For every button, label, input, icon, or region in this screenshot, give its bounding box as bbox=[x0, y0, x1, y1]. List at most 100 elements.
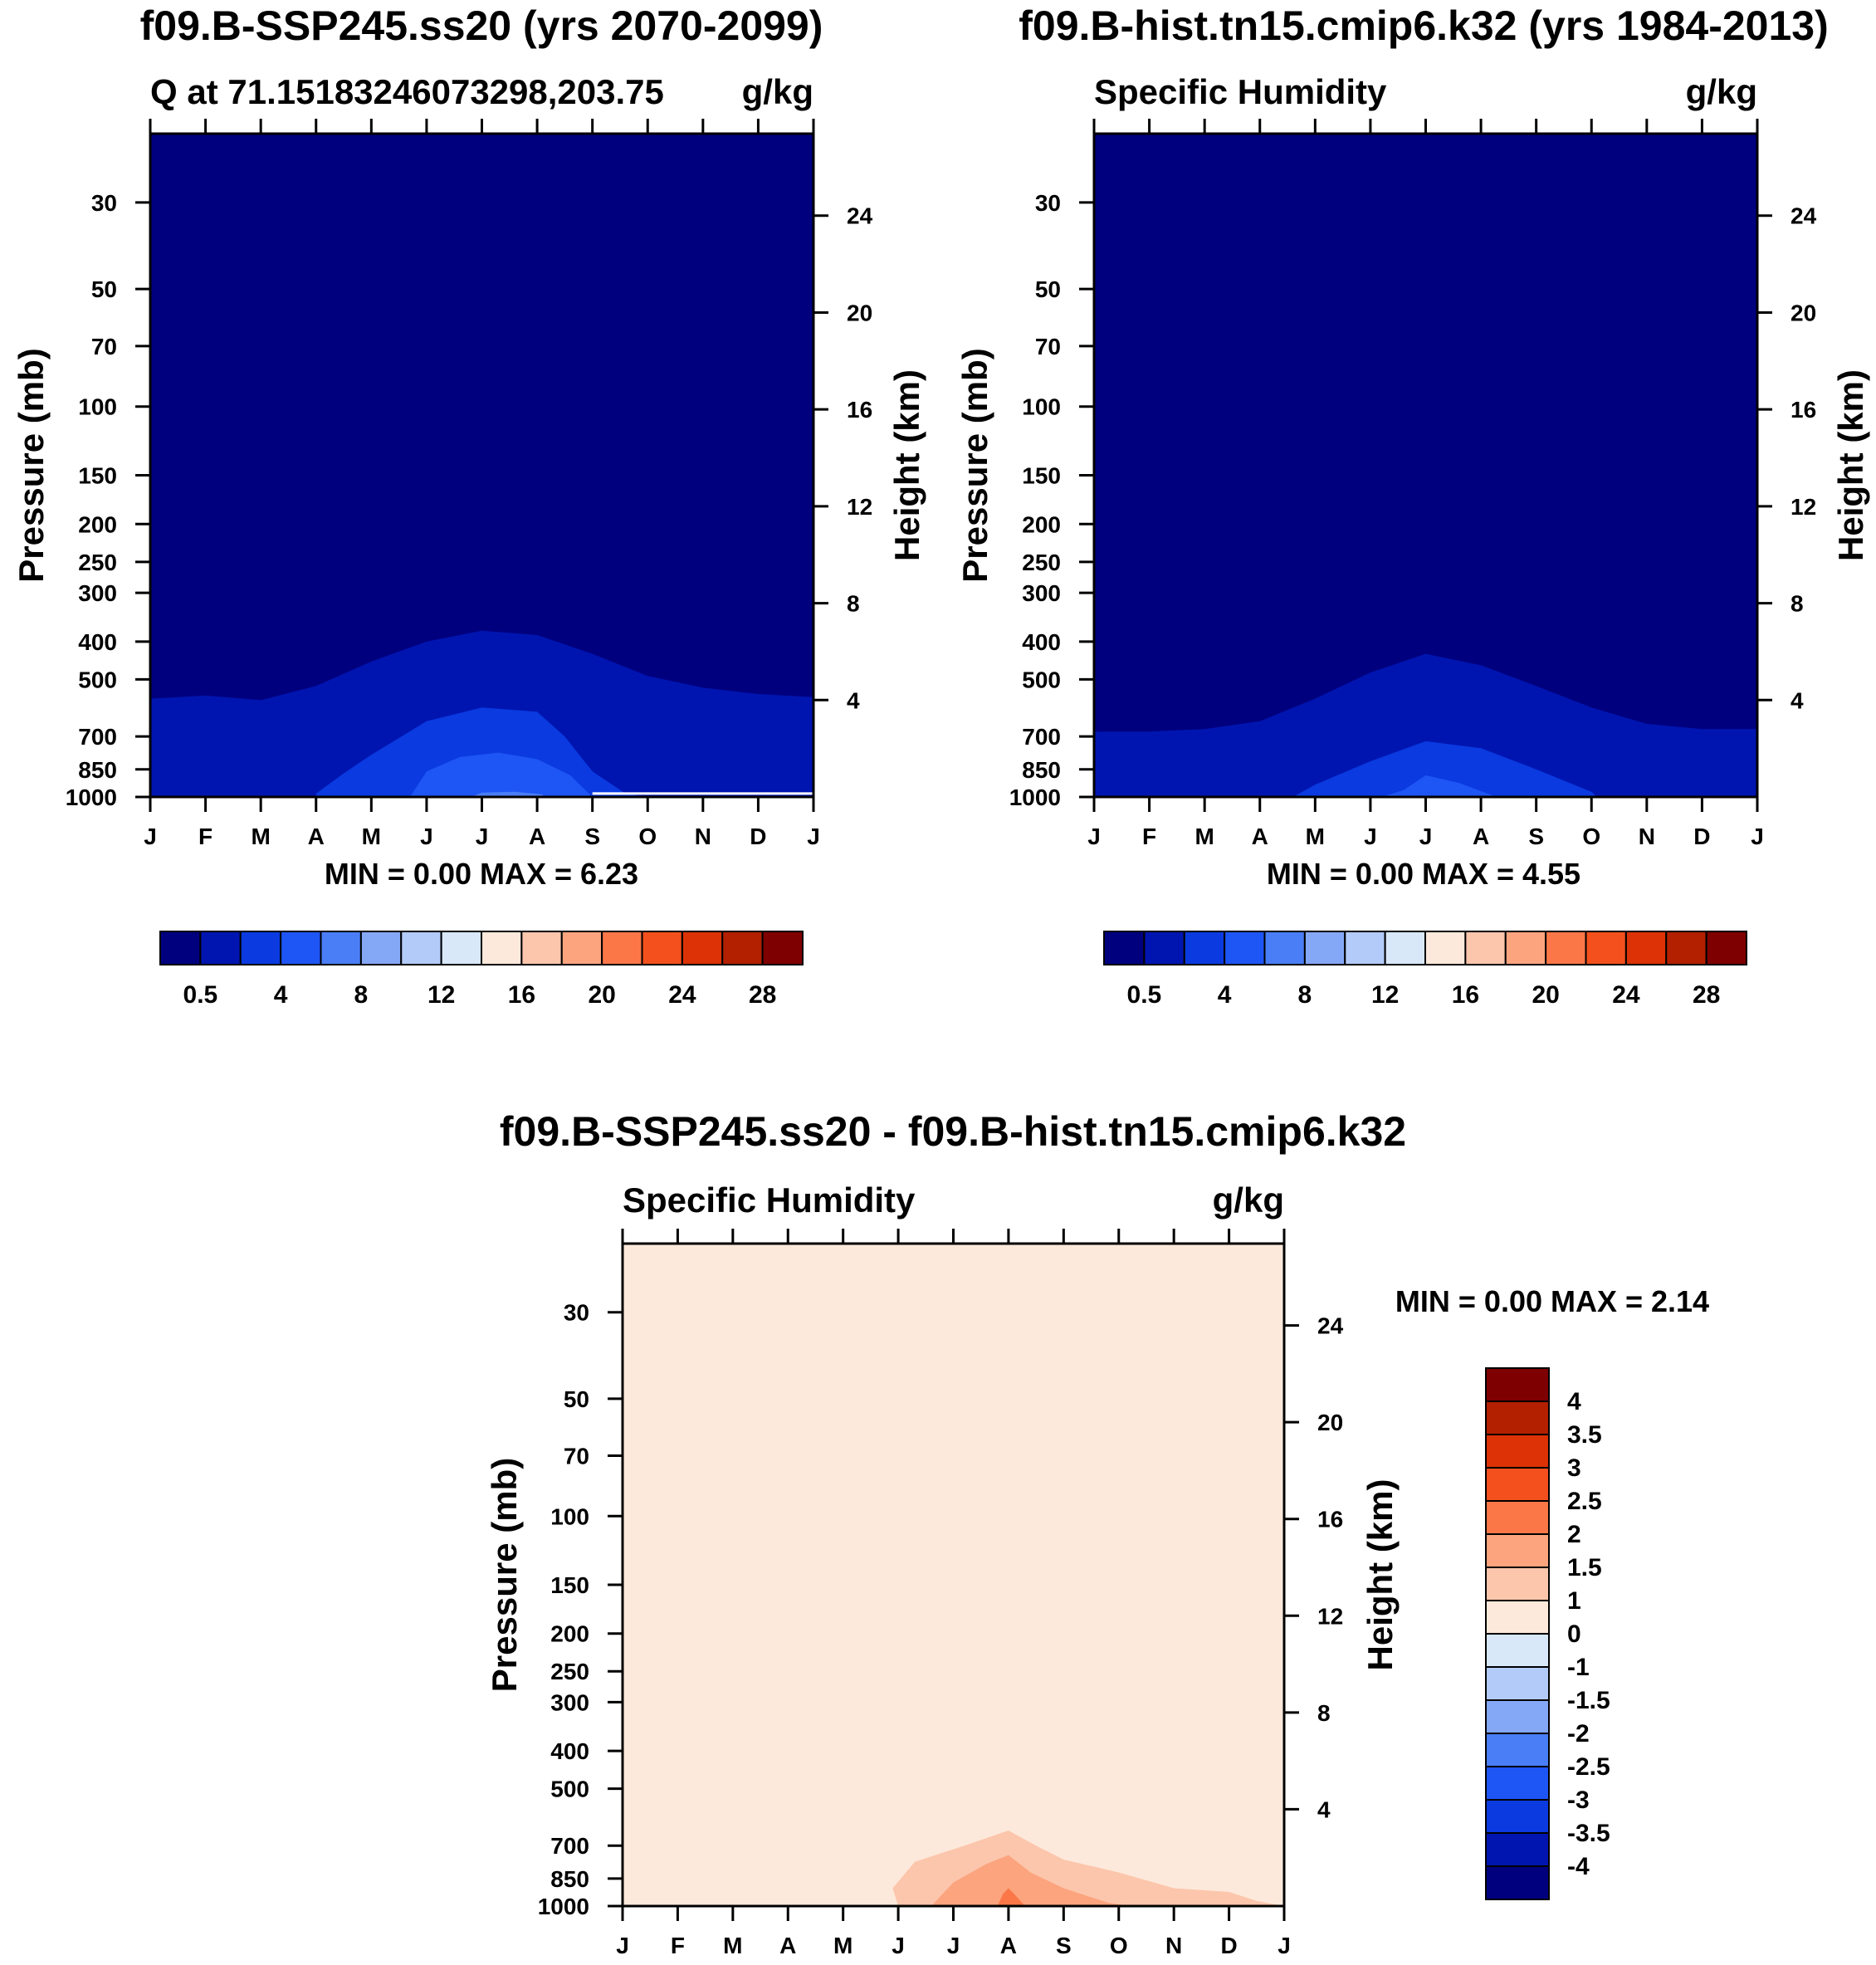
colorbar-label-0: 4 bbox=[1567, 1388, 1581, 1415]
y-tick-label-4: 150 bbox=[78, 463, 117, 489]
chart-units: g/kg bbox=[1213, 1180, 1284, 1220]
colorbar-swatch-6 bbox=[1344, 931, 1386, 965]
y-tick-label-11: 850 bbox=[550, 1866, 589, 1892]
colorbar-label-2: 8 bbox=[1298, 981, 1312, 1009]
contour-band-0 bbox=[623, 1244, 1284, 1906]
y-tick-label-5: 200 bbox=[1022, 511, 1061, 537]
colorbar-swatch-1 bbox=[1143, 931, 1185, 965]
x-tick-label-0: J bbox=[616, 1933, 629, 1958]
colorbar-swatch-10 bbox=[1504, 931, 1547, 965]
chart-panel-1: f09.B-SSP245.ss20 (yrs 2070-2099) Q at 71… bbox=[12, 2, 926, 1009]
y-tick-label-2: 70 bbox=[1035, 334, 1061, 359]
colorbar-swatch-7 bbox=[440, 931, 482, 965]
colorbar-swatch-6 bbox=[1485, 1567, 1550, 1601]
colorbar-swatch-15 bbox=[1485, 1865, 1550, 1900]
colorbar-swatch-8 bbox=[481, 931, 523, 965]
chart-panel-3: f09.B-SSP245.ss20 - f09.B-hist.tn15.cmip… bbox=[485, 1108, 1709, 1958]
y-tick-label-4: 150 bbox=[1022, 463, 1061, 489]
x-tick-label-3: A bbox=[1252, 824, 1268, 849]
y-tick-label-0: 30 bbox=[1035, 190, 1061, 216]
y2-tick-label-2: 16 bbox=[1317, 1507, 1343, 1532]
colorbar-swatch-15 bbox=[1705, 931, 1747, 965]
colorbar-swatch-11 bbox=[1545, 931, 1587, 965]
x-tick-label-7: A bbox=[529, 824, 545, 849]
chart-title: f09.B-SSP245.ss20 (yrs 2070-2099) bbox=[140, 2, 823, 49]
y-tick-label-10: 700 bbox=[78, 724, 117, 750]
colorbar-label-6: 1 bbox=[1567, 1587, 1581, 1615]
y2-tick-label-0: 24 bbox=[1791, 203, 1817, 229]
colorbar-label-3: 12 bbox=[427, 981, 455, 1009]
x-tick-label-10: N bbox=[1639, 824, 1655, 849]
colorbar-label-3: 12 bbox=[1371, 981, 1399, 1009]
y-tick-label-6: 250 bbox=[78, 550, 117, 575]
y-tick-label-6: 250 bbox=[550, 1659, 589, 1684]
x-tick-label-8: S bbox=[584, 824, 600, 849]
y-tick-label-3: 100 bbox=[1022, 394, 1061, 420]
y2-tick-label-5: 4 bbox=[1317, 1796, 1331, 1822]
contour-band-1 bbox=[1094, 653, 1757, 797]
x-tick-label-12: J bbox=[807, 824, 820, 849]
colorbar-swatch-15 bbox=[761, 931, 804, 965]
y2-tick-label-4: 8 bbox=[847, 591, 860, 617]
colorbar-label-0: 0.5 bbox=[183, 981, 218, 1009]
colorbar-swatch-10 bbox=[560, 931, 603, 965]
x-tick-label-9: O bbox=[1582, 824, 1600, 849]
y-tick-label-12: 1000 bbox=[538, 1894, 589, 1919]
x-tick-label-7: A bbox=[1473, 824, 1489, 849]
y-axis-title: Pressure (mb) bbox=[485, 1458, 524, 1692]
x-tick-label-4: M bbox=[1306, 824, 1325, 849]
y-tick-label-7: 300 bbox=[550, 1689, 589, 1715]
colorbar-label-9: -1.5 bbox=[1567, 1687, 1610, 1714]
x-tick-label-11: D bbox=[1220, 1933, 1237, 1958]
x-tick-label-11: D bbox=[750, 824, 766, 849]
colorbar-label-5: 1.5 bbox=[1567, 1554, 1602, 1581]
colorbar-label-6: 24 bbox=[668, 981, 696, 1009]
y-tick-label-4: 150 bbox=[550, 1572, 589, 1598]
colorbar-swatch-5 bbox=[1303, 931, 1346, 965]
min-max-label: MIN = 0.00 MAX = 4.55 bbox=[1267, 857, 1580, 891]
x-tick-label-3: A bbox=[308, 824, 325, 849]
y2-tick-label-2: 16 bbox=[1791, 397, 1816, 423]
colorbar-swatch-13 bbox=[681, 931, 724, 965]
colorbar-label-6: 24 bbox=[1612, 981, 1640, 1009]
colorbar-label-10: -2 bbox=[1567, 1720, 1590, 1747]
colorbar-swatch-14 bbox=[1665, 931, 1707, 965]
colorbar-label-8: -1 bbox=[1567, 1654, 1590, 1681]
contour-band-2 bbox=[1292, 741, 1597, 797]
colorbar-label-2: 8 bbox=[354, 981, 369, 1009]
chart-subtitle-left: Specific Humidity bbox=[623, 1180, 916, 1220]
x-tick-label-6: J bbox=[1419, 824, 1433, 849]
contour-field bbox=[623, 1244, 1284, 1906]
x-tick-label-12: J bbox=[1278, 1933, 1291, 1958]
colorbar: 0.5 4 8 12 16 20 24 28 bbox=[1103, 931, 1747, 1009]
x-tick-label-12: J bbox=[1751, 824, 1764, 849]
x-tick-label-7: A bbox=[1000, 1933, 1017, 1958]
contour-field bbox=[150, 134, 813, 797]
y-tick-label-9: 500 bbox=[1022, 667, 1061, 692]
colorbar-swatch-7 bbox=[1485, 1600, 1550, 1635]
x-tick-label-6: J bbox=[947, 1933, 960, 1958]
y-tick-label-5: 200 bbox=[550, 1621, 589, 1647]
colorbar-label-1: 4 bbox=[274, 981, 288, 1009]
y-tick-label-0: 30 bbox=[564, 1300, 589, 1326]
x-tick-label-6: J bbox=[476, 824, 489, 849]
colorbar-swatch-3 bbox=[1485, 1467, 1550, 1502]
colorbar-label-7: 28 bbox=[749, 981, 776, 1009]
y2-tick-label-3: 12 bbox=[847, 494, 872, 520]
x-tick-label-5: J bbox=[420, 824, 433, 849]
y2-tick-label-5: 4 bbox=[847, 687, 860, 713]
contour-band-0 bbox=[1094, 134, 1757, 797]
colorbar-label-1: 4 bbox=[1218, 981, 1232, 1009]
y-axis-title: Pressure (mb) bbox=[12, 348, 51, 582]
colorbar-swatch-2 bbox=[1485, 1434, 1550, 1469]
y-tick-label-11: 850 bbox=[1022, 757, 1061, 783]
y-tick-label-0: 30 bbox=[91, 190, 117, 216]
colorbar-label-3: 2.5 bbox=[1567, 1488, 1602, 1515]
colorbar-swatch-10 bbox=[1485, 1699, 1550, 1734]
chart-units: g/kg bbox=[1686, 72, 1757, 111]
colorbar-swatch-5 bbox=[1485, 1533, 1550, 1568]
colorbar-label-0: 0.5 bbox=[1127, 981, 1162, 1009]
x-tick-label-2: M bbox=[1195, 824, 1214, 849]
colorbar-swatch-9 bbox=[520, 931, 563, 965]
chart-subtitle-left: Q at 71.15183246073298,203.75 bbox=[150, 72, 664, 111]
